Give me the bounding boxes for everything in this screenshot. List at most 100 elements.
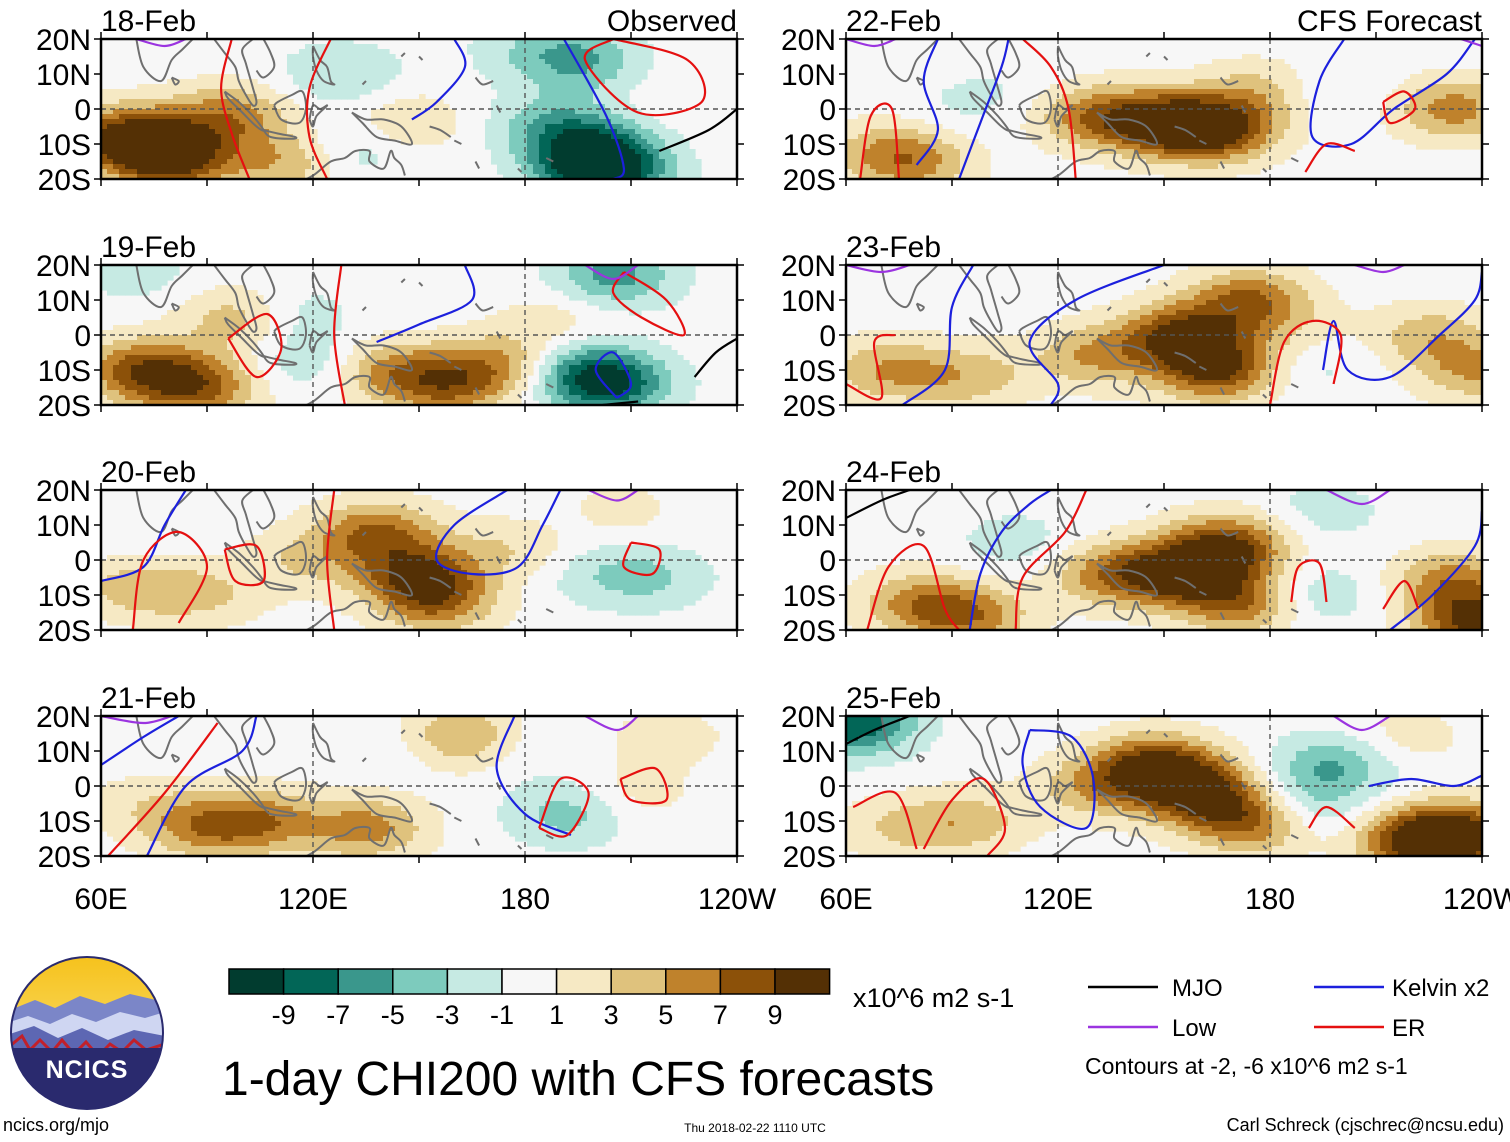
lat-tick-label: 10N [781,285,836,318]
heatmap-cells [846,716,1482,856]
contour-er [1307,805,1356,829]
wave-contours [227,265,737,405]
units-label: x10^6 m2 s-1 [853,983,1014,1013]
lat-tick-label: 20N [781,701,836,734]
chart-title: 1-day CHI200 with CFS forecasts [222,1053,934,1106]
colorbar-label: 7 [713,1000,728,1030]
contour-er [852,790,918,850]
contour-er [1382,579,1420,610]
contour-er [622,541,662,576]
lat-tick-label: 20S [38,390,91,423]
colorbar-box [774,968,831,995]
contour-kelvin [1028,265,1165,405]
legend-label-low: Low [1172,1015,1217,1042]
contour-kelvin [101,490,187,583]
contour-kelvin [562,39,626,179]
colorbar: -9 -7 -5 -3 -1 1 3 5 7 9 x10^6 m2 s-1 [228,968,1014,1030]
panel-date: 19-Feb [101,231,196,264]
legend-label-kelvin: Kelvin x2 [1392,975,1489,1002]
lat-tick-label: 20S [783,615,836,648]
ncics-logo: NCICS [10,956,164,1110]
lat-tick-label: 20N [781,475,836,508]
contour-kelvin [435,490,562,576]
contour-kelvin [901,265,975,405]
wave-contours [101,490,662,630]
colorbar-label: -3 [435,1000,459,1030]
colorbar-box [446,968,503,995]
wave-contours [846,265,1482,405]
lon-tick-label: 180 [1245,883,1295,916]
colorbar-boxes [228,968,831,995]
contour-low [588,490,639,502]
colorbar-labels: -9 -7 -5 -3 -1 1 3 5 7 9 [272,1000,783,1030]
colorbar-box [665,968,722,995]
lat-tick-label: 10S [783,580,836,613]
colorbar-box [228,968,285,995]
colorbar-box [501,968,558,995]
contour-kelvin [411,39,467,121]
contour-kelvin [145,716,258,856]
logo-text: NCICS [46,1056,129,1084]
lat-tick-label: 10S [38,806,91,839]
lon-tick-label: 120W [698,883,777,916]
panel-date: 22-Feb [846,5,941,38]
heatmap-cells [101,265,702,405]
wave-contours [101,716,669,856]
contour-er [1268,319,1343,405]
panel-date: 23-Feb [846,231,941,264]
contour-low [101,716,173,725]
lon-tick-label: 60E [74,883,127,916]
footer-website[interactable]: ncics.org/mjo [3,1115,109,1135]
contour-er [583,39,707,117]
colorbar-box [610,968,667,995]
contour-low [846,265,910,274]
contour-er [538,776,590,838]
coastlines [135,716,554,856]
lon-tick-label: 120E [278,883,348,916]
contour-note: Contours at -2, -6 x10^6 m2 s-1 [1085,1053,1408,1079]
colorbar-box [719,968,776,995]
lon-tick-label: 60E [819,883,872,916]
lat-tick-label: 20N [781,250,836,283]
contour-mjo [693,337,737,378]
contour-mjo [658,108,737,153]
contour-er [859,102,901,179]
heatmap-cells [101,39,702,179]
panel-date: 24-Feb [846,456,941,489]
colorbar-label: 3 [604,1000,619,1030]
panel-date: 18-Feb [101,5,196,38]
lat-tick-label: 0 [74,320,91,353]
contour-kelvin [1321,271,1482,381]
contour-er [1382,90,1417,125]
contour-low [136,39,187,48]
lat-tick-label: 20N [36,701,91,734]
contour-kelvin [1368,774,1482,788]
lat-tick-label: 20S [38,841,91,874]
lat-tick-label: 20S [38,615,91,648]
wave-contours [136,39,737,179]
contour-kelvin [495,716,572,837]
legend-label-er: ER [1392,1015,1425,1042]
lat-tick-label: 10N [36,59,91,92]
colorbar-box [392,968,449,995]
wave-contours [846,716,1482,856]
panel-date: 25-Feb [846,682,941,715]
lat-tick-label: 20S [783,390,836,423]
colorbar-label: 9 [767,1000,782,1030]
contour-er [107,722,219,856]
contour-kelvin [594,351,633,399]
colorbar-box [282,968,339,995]
lat-tick-label: 10S [783,806,836,839]
contour-er [305,39,332,179]
contour-kelvin [1309,39,1476,148]
heatmap-cells [846,490,1482,630]
contour-er [333,265,346,405]
contour-er [227,312,283,379]
